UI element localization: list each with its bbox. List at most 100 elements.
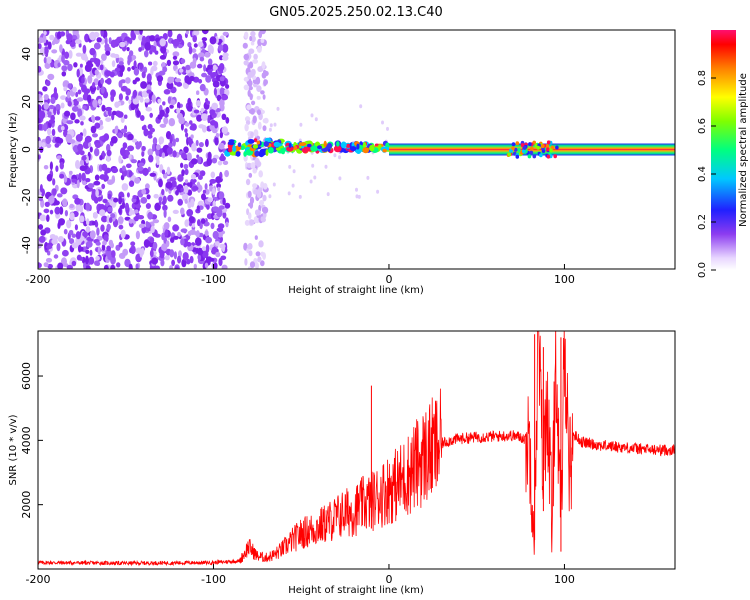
noise-blob	[151, 65, 158, 72]
noise-blob	[164, 255, 170, 261]
noise-blob	[38, 110, 46, 120]
signal-blob	[333, 145, 342, 153]
noise-blob	[105, 106, 113, 112]
noise-blob	[126, 192, 130, 198]
noise-blob	[125, 77, 131, 84]
noise-blob	[188, 216, 195, 224]
faint-noise-blob	[262, 94, 266, 100]
noise-blob	[139, 249, 144, 258]
noise-blob	[118, 241, 123, 248]
noise-blob	[124, 216, 131, 221]
faint-noise-blob	[252, 115, 257, 124]
noise-blob	[141, 35, 147, 44]
noise-blob	[110, 94, 115, 102]
faint-noise-blob	[248, 250, 253, 257]
noise-blob	[170, 99, 176, 106]
noise-blob	[164, 229, 169, 237]
noise-blob	[43, 208, 50, 214]
noise-blob	[169, 135, 173, 144]
faint-noise-blob	[261, 207, 266, 213]
noise-blob	[45, 80, 51, 87]
noise-blob	[99, 155, 103, 161]
noise-blob	[118, 61, 124, 66]
noise-blob	[172, 150, 177, 158]
noise-blob	[128, 154, 132, 160]
noise-blob	[192, 35, 197, 43]
noise-blob	[94, 122, 101, 129]
signal-blob	[293, 145, 298, 151]
faint-noise-blob	[249, 219, 254, 226]
noise-blob	[205, 244, 210, 254]
faint-noise-blob	[260, 216, 264, 222]
noise-blob	[146, 194, 151, 200]
noise-blob	[159, 250, 165, 259]
noise-blob	[184, 168, 189, 176]
noise-blob	[38, 140, 42, 148]
noise-blob	[107, 193, 112, 200]
faint-noise-blob	[247, 212, 252, 220]
noise-blob	[190, 198, 195, 208]
noise-blob	[206, 157, 212, 167]
noise-blob	[46, 244, 53, 250]
noise-blob	[82, 140, 90, 149]
noise-blob	[210, 72, 218, 77]
noise-blob	[141, 145, 146, 152]
signal-blob	[385, 142, 391, 149]
signal-blob	[275, 147, 281, 151]
noise-blob	[68, 50, 73, 59]
noise-blob	[68, 229, 74, 236]
faint-noise-blob	[260, 260, 265, 267]
noise-blob	[129, 247, 133, 254]
noise-blob	[79, 115, 86, 121]
faint-noise-blob	[244, 31, 249, 39]
noise-blob	[184, 179, 189, 184]
noise-blob	[145, 203, 151, 209]
faint-noise-blob	[263, 70, 269, 77]
distortion-blob	[536, 145, 540, 150]
noise-blob	[152, 60, 158, 67]
noise-blob	[118, 155, 122, 164]
noise-blob	[66, 91, 71, 99]
noise-blob	[67, 83, 72, 89]
noise-blob	[75, 203, 81, 212]
noise-blob	[217, 223, 225, 229]
noise-blob	[96, 227, 100, 236]
noise-blob	[110, 53, 116, 58]
noise-blob	[82, 44, 87, 54]
noise-blob	[196, 147, 203, 153]
signal-blob	[298, 142, 307, 147]
noise-blob	[140, 197, 148, 204]
noise-blob	[107, 179, 114, 185]
noise-blob	[187, 189, 193, 196]
noise-blob	[201, 170, 206, 176]
noise-blob	[148, 61, 153, 66]
noise-blob	[211, 157, 218, 164]
distortion-blob	[517, 147, 521, 152]
noise-blob	[175, 137, 180, 143]
noise-blob	[167, 216, 172, 223]
x-tick-label: -200	[26, 273, 51, 286]
snr-content	[38, 331, 675, 567]
noise-blob	[88, 256, 95, 265]
noise-blob	[49, 209, 54, 215]
noise-blob	[190, 178, 197, 183]
distortion-blob	[546, 140, 551, 145]
noise-blob	[221, 126, 228, 135]
noise-blob	[56, 155, 62, 160]
noise-blob	[122, 154, 127, 160]
noise-blob	[126, 47, 130, 52]
noise-blob	[102, 198, 108, 204]
noise-blob	[87, 94, 92, 104]
noise-blob	[137, 166, 144, 171]
noise-blob	[146, 73, 152, 82]
signal-blob	[258, 151, 265, 158]
noise-blob	[113, 197, 119, 203]
noise-blob	[192, 223, 195, 228]
noise-blob	[127, 67, 131, 72]
noise-blob	[178, 250, 182, 258]
noise-blob	[152, 219, 160, 224]
noise-blob	[106, 154, 111, 162]
faint-noise-blob	[246, 104, 252, 110]
noise-blob	[208, 257, 215, 262]
signal-blob	[228, 147, 233, 153]
